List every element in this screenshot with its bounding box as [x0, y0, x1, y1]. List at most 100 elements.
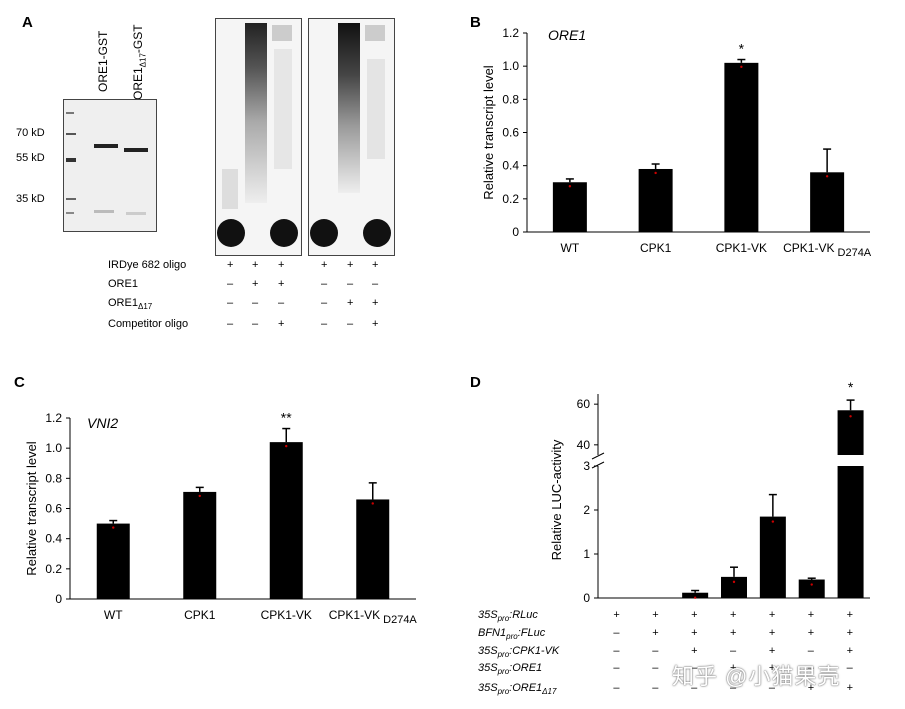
sign-d-r3-c3: + — [730, 662, 737, 674]
sign-d-r3-c1: – — [652, 662, 659, 674]
panel-a-letter: A — [22, 14, 33, 31]
x-tick-label-2: CPK1-VK — [261, 608, 312, 622]
marker-band-35 — [66, 198, 76, 200]
sign-d-r3-c0: – — [613, 662, 620, 674]
data-point-1 — [654, 171, 657, 175]
sign-right-r3-c0: – — [321, 318, 328, 330]
x-tick-subscript-3: D274A — [380, 614, 417, 626]
y-tick-label-upper-1: 60 — [577, 397, 591, 411]
bar-2 — [269, 442, 303, 599]
y-axis-label: Relative LUC-activity — [549, 439, 564, 560]
y-tick-label-lower-3: 3 — [583, 459, 590, 473]
sign-left-r0-c2: + — [278, 259, 285, 271]
y-tick-label-6: 1.2 — [45, 411, 62, 425]
bar-0 — [604, 598, 631, 599]
sign-d-r4-c0: – — [613, 682, 620, 694]
sign-d-r2-c2: + — [691, 645, 698, 657]
y-tick-label-4: 0.8 — [45, 471, 62, 485]
sign-right-r3-c1: – — [347, 318, 354, 330]
sign-d-r2-c6: + — [846, 645, 853, 657]
chart-title: VNI2 — [87, 415, 118, 431]
sign-d-r0-c2: + — [691, 609, 698, 621]
bar-4 — [759, 516, 786, 598]
sign-right-r2-c0: – — [321, 297, 328, 309]
sign-left-r1-c2: + — [278, 278, 285, 290]
sign-left-r3-c1: – — [252, 318, 259, 330]
sign-d-r4-c5: + — [807, 682, 815, 694]
sign-right-r1-c2: – — [372, 278, 379, 290]
sign-d-r1-c2: + — [691, 627, 698, 639]
y-tick-label-1: 0.2 — [45, 562, 62, 576]
sign-left-r2-c0: – — [227, 297, 234, 309]
construct-row-2: 35Spro:CPK1-VK — [478, 645, 560, 660]
bar-3 — [356, 499, 390, 599]
bar-0 — [552, 182, 587, 232]
bar-2 — [682, 592, 709, 598]
x-tick-label-2: CPK1-VK — [716, 241, 767, 255]
sign-d-r4-c1: – — [652, 682, 659, 694]
bar-2 — [724, 62, 759, 232]
y-tick-label-0: 0 — [512, 225, 519, 239]
y-tick-label-1: 0.2 — [502, 192, 519, 206]
chart-title: ORE1 — [548, 27, 586, 43]
marker-35kd: 35 kD — [16, 193, 45, 205]
sign-left-r1-c1: + — [252, 278, 259, 290]
sign-d-r1-c4: + — [768, 627, 776, 639]
sign-d-r0-c4: + — [768, 609, 776, 621]
bar-3 — [721, 576, 747, 598]
significance-2: * — [739, 41, 745, 57]
sign-d-r0-c0: + — [613, 609, 620, 621]
y-axis-label: Relative transcript level — [24, 441, 39, 575]
y-tick-label-lower-2: 2 — [583, 503, 590, 517]
shift-smear-lane2 — [245, 23, 267, 203]
data-point-3 — [825, 175, 829, 178]
y-tick-label-3: 0.6 — [45, 502, 62, 516]
axis-break-mark-top — [591, 452, 605, 460]
data-point-0 — [112, 526, 115, 529]
bar-1 — [183, 491, 217, 599]
bar-6-upper — [837, 410, 864, 455]
sign-d-r1-c1: + — [652, 627, 659, 639]
data-point-3 — [732, 580, 736, 584]
sign-right-r1-c1: – — [347, 278, 354, 290]
x-tick-subscript-3: D274A — [834, 247, 871, 259]
sign-d-r3-c6: – — [846, 662, 853, 674]
bar-6-lower — [837, 466, 864, 598]
y-tick-label-2: 0.4 — [502, 159, 519, 173]
row-label-competitor: Competitor oligo — [108, 318, 189, 330]
sign-right-r3-c2: + — [372, 318, 379, 330]
panel-c-letter: C — [14, 374, 25, 391]
row-label-ore1: ORE1 — [108, 278, 138, 290]
free-probe-lane3 — [363, 219, 391, 247]
sign-d-r0-c6: + — [846, 609, 853, 621]
free-probe-lane3 — [270, 219, 298, 247]
panel-b-letter: B — [470, 14, 481, 31]
sign-left-r2-c1: – — [252, 297, 259, 309]
y-tick-label-3: 0.6 — [502, 126, 519, 140]
panel-d-letter: D — [470, 374, 481, 391]
y-tick-label-2: 0.4 — [45, 532, 62, 546]
data-point-2 — [693, 596, 697, 599]
sign-left-r0-c0: + — [227, 259, 234, 271]
sign-d-r0-c5: + — [807, 609, 815, 621]
y-axis-label: Relative transcript level — [481, 65, 496, 199]
sign-d-r4-c4: – — [768, 682, 775, 694]
bar-1 — [638, 168, 673, 232]
sign-right-r2-c2: + — [372, 297, 379, 309]
sign-right-r0-c0: + — [321, 259, 328, 271]
ore1-delta17-gst-band — [124, 148, 148, 152]
sign-d-r2-c1: – — [652, 645, 659, 657]
sign-d-r4-c3: – — [730, 682, 737, 694]
sign-d-r4-c6: + — [846, 682, 853, 694]
sign-d-r0-c1: + — [652, 609, 659, 621]
sign-d-r1-c5: + — [807, 627, 815, 639]
construct-row-0: 35Spro:RLuc — [478, 609, 538, 624]
row-label-irdye: IRDye 682 oligo — [108, 259, 187, 271]
bar-5 — [798, 579, 825, 598]
y-tick-label-5: 1.0 — [502, 59, 519, 73]
bar-3 — [810, 172, 845, 232]
data-point-4 — [771, 520, 775, 523]
y-tick-label-lower-1: 1 — [583, 547, 590, 561]
sign-d-r4-c2: – — [691, 682, 698, 694]
sign-d-r1-c6: + — [846, 627, 853, 639]
